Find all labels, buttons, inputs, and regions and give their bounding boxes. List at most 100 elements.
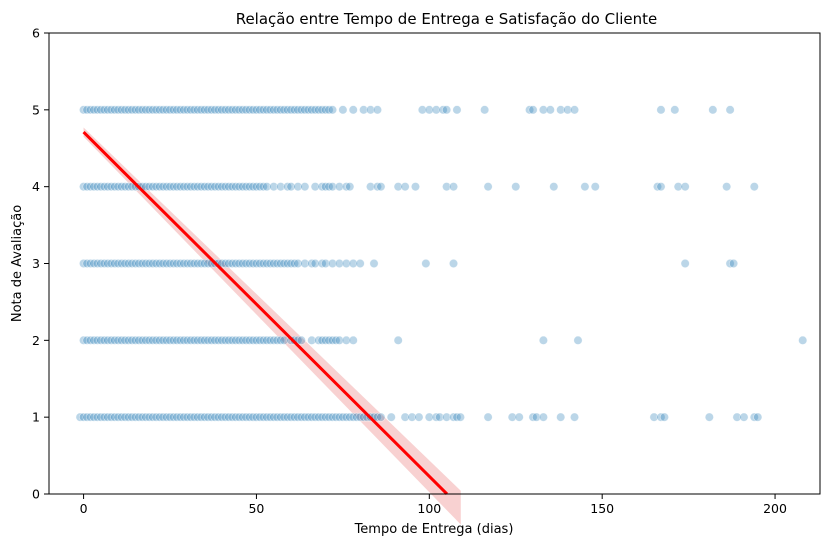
data-point: [196, 258, 206, 268]
data-point: [328, 258, 338, 268]
data-point: [234, 412, 244, 422]
data-point: [113, 182, 123, 192]
data-point: [127, 412, 137, 422]
data-point: [148, 258, 158, 268]
data-point: [241, 335, 251, 345]
data-point: [193, 182, 203, 192]
data-point: [341, 182, 351, 192]
data-point: [189, 412, 199, 422]
data-point: [348, 258, 358, 268]
data-point: [189, 258, 199, 268]
data-point: [410, 182, 420, 192]
data-point: [372, 105, 382, 115]
data-point: [172, 105, 182, 115]
data-point: [300, 182, 310, 192]
data-point: [151, 258, 161, 268]
y-tick-label: 2: [32, 333, 40, 348]
data-point: [258, 182, 268, 192]
data-point: [272, 258, 282, 268]
data-point: [189, 182, 199, 192]
data-point: [168, 335, 178, 345]
data-point: [96, 258, 106, 268]
data-point: [79, 412, 89, 422]
data-point: [514, 412, 524, 422]
data-point: [120, 182, 130, 192]
data-point: [245, 182, 255, 192]
data-point: [545, 105, 555, 115]
data-point: [89, 105, 99, 115]
x-tick-label: 0: [80, 501, 88, 516]
data-point: [258, 258, 268, 268]
data-point: [307, 105, 317, 115]
data-point: [207, 105, 217, 115]
data-point: [286, 105, 296, 115]
data-point: [248, 412, 258, 422]
data-point: [85, 335, 95, 345]
data-point: [251, 182, 261, 192]
data-point: [300, 412, 310, 422]
data-point: [158, 105, 168, 115]
data-point: [137, 412, 147, 422]
data-point: [210, 182, 220, 192]
data-point: [179, 412, 189, 422]
data-point: [324, 182, 334, 192]
data-point: [99, 335, 109, 345]
data-point: [182, 258, 192, 268]
data-point: [442, 182, 452, 192]
data-point: [113, 258, 123, 268]
data-point: [106, 258, 116, 268]
y-tick-label: 0: [32, 487, 40, 502]
data-point: [186, 412, 196, 422]
data-point: [359, 105, 369, 115]
data-point: [538, 412, 548, 422]
data-point: [300, 258, 310, 268]
data-point: [248, 105, 258, 115]
x-tick-label: 100: [417, 501, 441, 516]
data-point: [435, 412, 445, 422]
data-point: [238, 105, 248, 115]
data-point: [96, 335, 106, 345]
data-point: [421, 258, 431, 268]
data-point: [355, 258, 365, 268]
data-point: [656, 412, 666, 422]
data-point: [255, 412, 265, 422]
data-point: [279, 105, 289, 115]
data-point: [82, 412, 92, 422]
data-point: [573, 335, 583, 345]
data-point: [103, 182, 113, 192]
data-point: [276, 182, 286, 192]
data-point: [182, 105, 192, 115]
data-point: [749, 182, 759, 192]
data-point: [186, 182, 196, 192]
data-point: [193, 412, 203, 422]
data-point: [310, 182, 320, 192]
data-point: [120, 335, 130, 345]
data-point: [234, 182, 244, 192]
data-point: [120, 412, 130, 422]
data-point: [732, 412, 742, 422]
data-point: [224, 335, 234, 345]
data-point: [179, 258, 189, 268]
data-point: [400, 412, 410, 422]
data-point: [251, 412, 261, 422]
data-point: [231, 258, 241, 268]
data-point: [168, 412, 178, 422]
data-point: [158, 182, 168, 192]
data-point: [155, 258, 165, 268]
data-point: [117, 412, 127, 422]
data-point: [334, 182, 344, 192]
data-point: [293, 105, 303, 115]
data-point: [248, 258, 258, 268]
data-point: [110, 105, 120, 115]
y-tick-label: 1: [32, 410, 40, 425]
data-point: [293, 412, 303, 422]
data-point: [186, 335, 196, 345]
data-point: [483, 182, 493, 192]
data-point: [113, 335, 123, 345]
data-point: [265, 105, 275, 115]
data-point: [272, 105, 282, 115]
data-point: [210, 335, 220, 345]
data-point: [82, 182, 92, 192]
data-point: [200, 335, 210, 345]
